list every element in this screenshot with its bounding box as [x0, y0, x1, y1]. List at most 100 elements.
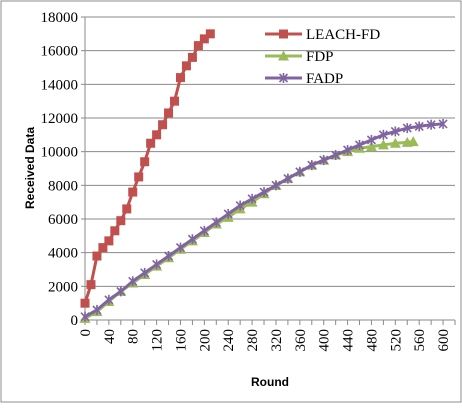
data-point — [152, 130, 162, 140]
x-tick-label: 40 — [102, 329, 118, 344]
data-point — [116, 216, 126, 226]
data-point — [122, 204, 132, 214]
data-point — [140, 157, 150, 167]
data-point — [187, 52, 197, 62]
data-point — [438, 118, 448, 129]
data-point — [152, 259, 162, 270]
data-point — [407, 136, 419, 147]
data-point — [211, 217, 221, 228]
legend-label: FADP — [306, 71, 343, 87]
x-tick-label: 200 — [197, 329, 213, 352]
x-tick-label: 280 — [245, 329, 261, 352]
data-point — [377, 139, 389, 150]
y-tick-label: 0 — [71, 313, 79, 329]
data-point — [331, 150, 341, 161]
x-tick-label: 160 — [173, 329, 189, 352]
x-tick-label: 320 — [269, 329, 285, 352]
data-point — [181, 61, 191, 71]
y-tick-label: 12000 — [41, 111, 79, 127]
legend-label: LEACH-FD — [306, 27, 380, 43]
data-point — [104, 294, 114, 305]
data-point — [92, 251, 102, 261]
data-point — [319, 155, 329, 166]
data-point — [128, 187, 138, 197]
x-tick-label: 240 — [221, 329, 237, 352]
data-point — [187, 234, 197, 245]
data-point — [365, 141, 377, 152]
series-leach-fd — [80, 29, 215, 308]
data-point — [199, 34, 209, 44]
data-point — [199, 225, 209, 236]
data-point — [378, 129, 388, 140]
axes — [81, 16, 456, 325]
data-point — [205, 29, 215, 39]
legend-item: LEACH-FD — [265, 27, 380, 43]
data-point — [283, 173, 293, 184]
y-tick-label: 18000 — [41, 10, 79, 26]
x-tick-label: 560 — [412, 329, 428, 352]
data-point — [175, 242, 186, 253]
data-point — [278, 73, 289, 83]
data-point — [271, 180, 281, 191]
data-point — [389, 137, 401, 148]
data-point — [354, 139, 365, 150]
x-tick-label: 120 — [150, 329, 166, 352]
data-point — [86, 280, 96, 290]
data-point — [414, 121, 424, 132]
x-tick-label: 440 — [341, 329, 357, 352]
data-point — [175, 73, 185, 83]
legend-item: FDP — [265, 49, 334, 65]
x-tick-label: 80 — [126, 329, 142, 344]
legend-item: FADP — [265, 71, 343, 87]
gridlines — [85, 16, 455, 287]
y-tick-label: 10000 — [41, 145, 79, 161]
series-layer — [79, 29, 448, 323]
legend: LEACH-FD FDP FADP — [265, 27, 380, 87]
x-tick-labels: 0 40 80 120 160 200 240 280 320 360 400 440 480 520 56… — [78, 329, 452, 352]
data-point — [295, 166, 305, 177]
data-point — [247, 193, 257, 204]
x-tick-label: 600 — [436, 329, 452, 352]
data-point — [128, 276, 138, 287]
data-point — [146, 138, 156, 148]
data-point — [98, 243, 108, 253]
data-point — [163, 251, 174, 262]
data-point — [134, 172, 144, 182]
series-fadp — [80, 118, 448, 322]
data-point — [366, 134, 377, 145]
data-point — [110, 226, 120, 236]
y-tick-label: 8000 — [48, 178, 78, 194]
y-tick-label: 6000 — [48, 212, 78, 228]
data-point — [223, 208, 233, 219]
data-point — [116, 286, 126, 297]
y-tick-label: 16000 — [41, 44, 79, 60]
data-point — [390, 126, 400, 137]
data-point — [80, 311, 90, 322]
data-point — [92, 304, 102, 315]
legend-label: FDP — [306, 49, 334, 65]
data-point — [235, 200, 245, 211]
x-axis-title: Round — [251, 375, 289, 389]
x-tick-label: 0 — [78, 329, 94, 337]
data-point — [307, 160, 317, 171]
y-tick-labels: 0 2000 4000 6000 8000 10000 12000 14000 16000 180… — [41, 10, 79, 329]
data-point — [343, 144, 353, 155]
data-point — [80, 298, 90, 308]
data-point — [170, 96, 180, 106]
y-axis-title: Received Data — [23, 127, 37, 209]
data-point — [426, 119, 436, 130]
data-point — [140, 267, 150, 278]
data-point — [164, 108, 174, 118]
data-point — [193, 41, 203, 51]
x-tick-label: 400 — [317, 329, 333, 352]
y-tick-label: 2000 — [48, 279, 78, 295]
y-tick-label: 14000 — [41, 77, 79, 93]
data-point — [104, 236, 114, 246]
x-tick-label: 480 — [364, 329, 380, 352]
data-point — [402, 123, 412, 134]
data-point — [279, 29, 288, 39]
y-tick-label: 4000 — [48, 246, 78, 262]
